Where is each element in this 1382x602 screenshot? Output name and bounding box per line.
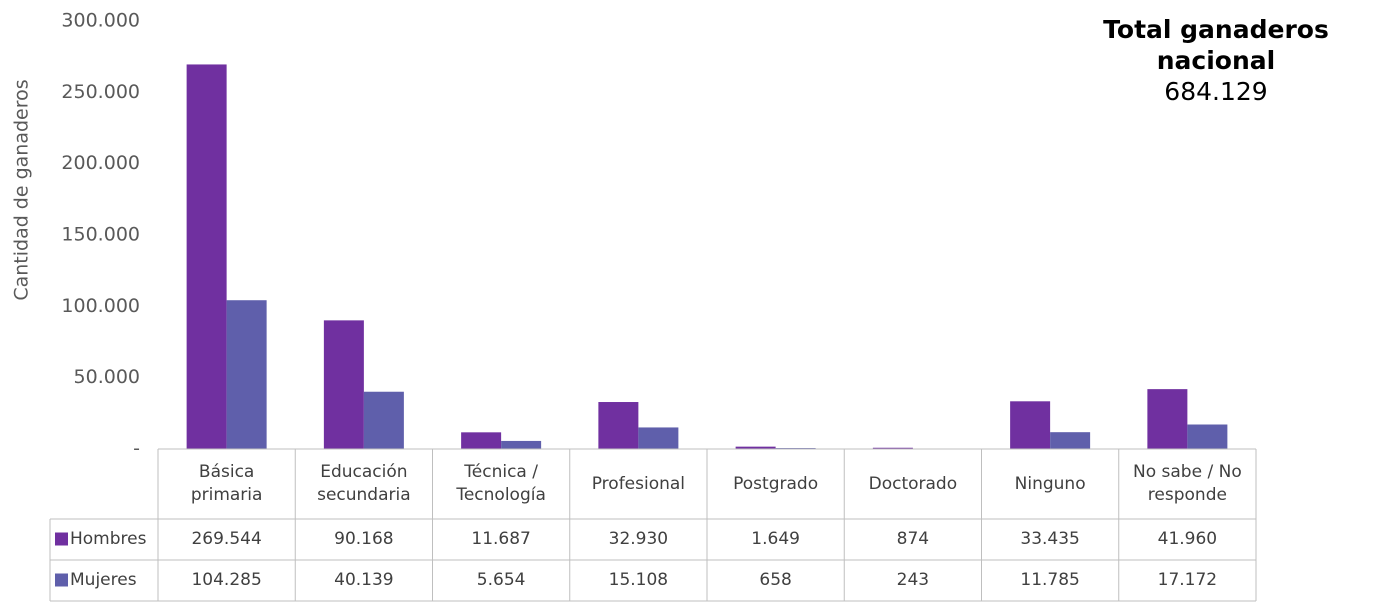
table-value: 32.930 xyxy=(608,529,669,550)
y-tick-label: 300.000 xyxy=(61,10,140,32)
x-tick-label: No sabe / No responde xyxy=(1133,462,1242,505)
bar xyxy=(461,432,502,449)
bar xyxy=(363,391,404,449)
table-value: 40.139 xyxy=(334,570,394,591)
bar xyxy=(226,300,267,449)
x-tick-label: Básica primaria xyxy=(190,462,263,505)
table-value: 41.960 xyxy=(1157,529,1218,550)
table-value: 33.435 xyxy=(1020,529,1080,550)
bar xyxy=(186,64,227,449)
y-tick-label: 250.000 xyxy=(61,81,140,103)
legend-swatch xyxy=(55,532,68,546)
annotation-title: Total ganaderos nacional xyxy=(1103,15,1329,76)
table-value: 15.108 xyxy=(608,570,669,591)
bar xyxy=(1010,401,1051,449)
table-value: 658 xyxy=(759,570,792,591)
table-value: 11.687 xyxy=(471,529,531,550)
y-axis-label: Cantidad de ganaderos xyxy=(11,79,33,300)
x-tick-label: Postgrado xyxy=(733,473,819,494)
y-tick-label: 200.000 xyxy=(61,152,140,174)
bar xyxy=(638,427,679,449)
bar xyxy=(735,446,776,449)
bar xyxy=(872,447,913,449)
y-tick-label: 50.000 xyxy=(74,366,140,388)
y-tick-label: 150.000 xyxy=(61,224,140,246)
legend-label: Hombres xyxy=(70,529,147,550)
x-tick-label: Doctorado xyxy=(868,473,958,494)
bar xyxy=(1050,432,1091,449)
y-tick-label: 100.000 xyxy=(61,295,140,317)
legend-swatch xyxy=(55,573,68,587)
bar xyxy=(1147,389,1188,449)
legend-label: Mujeres xyxy=(70,570,137,591)
bar xyxy=(323,320,364,449)
x-tick-label: Profesional xyxy=(591,473,686,494)
table-value: 90.168 xyxy=(334,529,394,550)
table-value: 874 xyxy=(896,529,930,550)
bar xyxy=(501,440,542,449)
table-value: 17.172 xyxy=(1157,570,1218,591)
annotation-text: 684.129 xyxy=(1164,76,1268,106)
table-value: 269.544 xyxy=(191,529,262,550)
annotation: Total ganaderos nacional 684.129 xyxy=(1086,14,1346,106)
x-tick-label: Ninguno xyxy=(1014,473,1086,494)
table-value: 243 xyxy=(896,570,930,591)
x-tick-label: Educación secundaria xyxy=(317,462,411,505)
y-tick-label: - xyxy=(133,438,140,460)
table-value: 104.285 xyxy=(191,570,262,591)
table-value: 11.785 xyxy=(1020,570,1080,591)
bar xyxy=(598,402,639,449)
table-value: 1.649 xyxy=(751,529,800,550)
table-value: 5.654 xyxy=(476,570,526,591)
bar xyxy=(1187,424,1228,449)
x-tick-label: Técnica / Tecnología xyxy=(456,462,546,505)
